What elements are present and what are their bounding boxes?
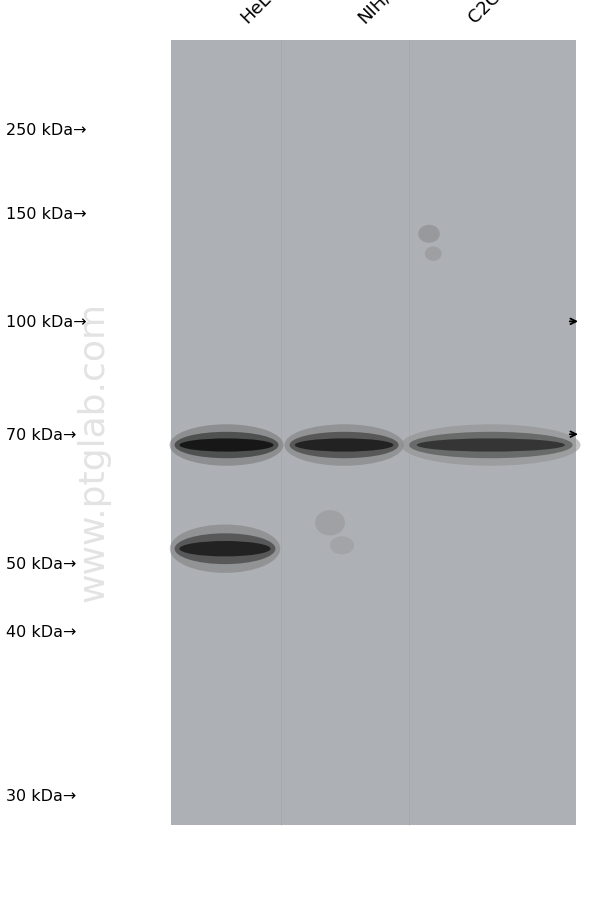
Ellipse shape bbox=[175, 534, 275, 565]
Ellipse shape bbox=[179, 439, 274, 452]
Text: 30 kDa→: 30 kDa→ bbox=[6, 788, 76, 803]
Ellipse shape bbox=[284, 425, 404, 466]
Ellipse shape bbox=[425, 247, 442, 262]
Text: C2C12: C2C12 bbox=[465, 0, 520, 27]
Ellipse shape bbox=[295, 439, 394, 452]
Text: www.ptglab.com: www.ptglab.com bbox=[76, 301, 110, 601]
Ellipse shape bbox=[409, 432, 572, 459]
Ellipse shape bbox=[401, 425, 581, 466]
Ellipse shape bbox=[418, 226, 440, 244]
Text: HeLa: HeLa bbox=[237, 0, 282, 27]
Ellipse shape bbox=[170, 525, 280, 574]
Ellipse shape bbox=[330, 537, 354, 555]
Text: 250 kDa→: 250 kDa→ bbox=[6, 124, 86, 138]
Ellipse shape bbox=[416, 439, 565, 452]
Ellipse shape bbox=[179, 541, 271, 557]
Text: 150 kDa→: 150 kDa→ bbox=[6, 207, 86, 221]
Text: 100 kDa→: 100 kDa→ bbox=[6, 315, 86, 329]
Ellipse shape bbox=[290, 432, 398, 459]
Ellipse shape bbox=[175, 432, 278, 459]
Text: 40 kDa→: 40 kDa→ bbox=[6, 624, 76, 639]
Text: 70 kDa→: 70 kDa→ bbox=[6, 428, 76, 442]
Text: 50 kDa→: 50 kDa→ bbox=[6, 557, 76, 571]
Bar bbox=[171, 41, 576, 825]
Text: NIH/3T3: NIH/3T3 bbox=[354, 0, 418, 27]
Ellipse shape bbox=[315, 511, 345, 536]
Ellipse shape bbox=[170, 425, 283, 466]
